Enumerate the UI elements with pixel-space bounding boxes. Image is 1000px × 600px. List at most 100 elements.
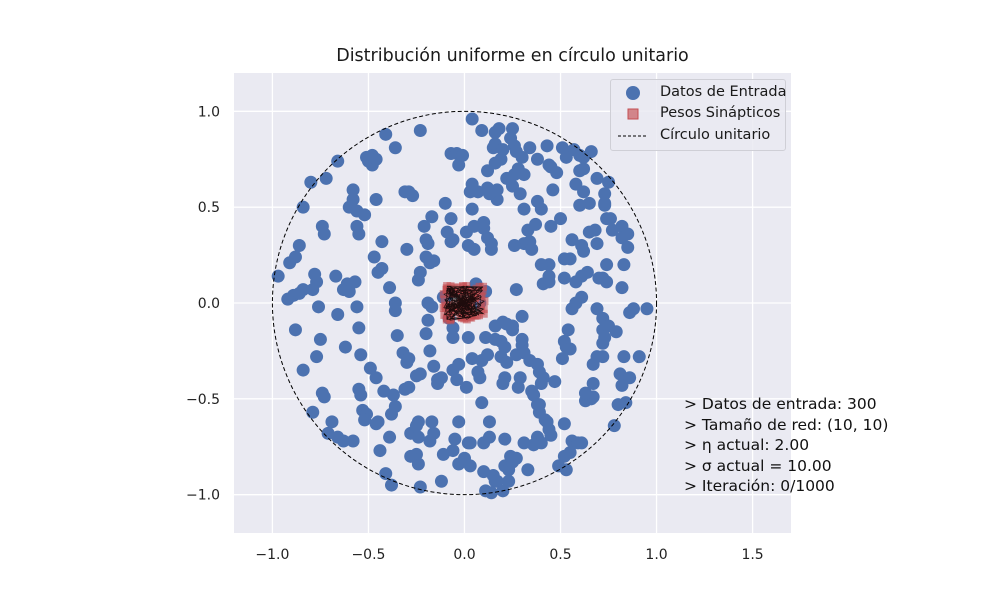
legend-label-weights: Pesos Sinápticos [660,105,781,121]
input-point [557,271,571,285]
info-input-count: > Datos de entrada: 300 [684,395,877,413]
input-point [494,152,508,166]
input-point [404,449,418,463]
input-point [479,484,493,498]
input-point [317,227,331,241]
input-point [534,258,548,272]
input-point [400,242,414,256]
input-point [577,162,591,176]
input-point [548,375,562,389]
input-point [411,430,425,444]
input-point [413,367,427,381]
tick-labels: −1.0 −0.5 0.0 0.5 1.0 1.5 1.0 0.5 0.0 −0.5 −1.0 [186,104,764,563]
input-point [640,302,654,316]
input-point [517,202,531,216]
data-points [271,112,654,500]
input-point [554,212,568,226]
input-point [590,237,604,251]
input-point [584,145,598,159]
input-point [296,200,310,214]
input-point [544,428,558,442]
input-point [379,127,393,141]
input-point [573,198,587,212]
input-point [452,415,466,429]
unit-circle-line [271,110,658,496]
input-point [402,352,416,366]
input-point [467,242,481,256]
input-point [515,150,529,164]
input-point [602,175,616,189]
input-point [523,141,537,155]
input-point [502,474,516,488]
input-point [598,187,612,201]
input-point [575,436,589,450]
input-point [438,196,452,210]
input-point [521,223,535,237]
input-point [369,193,383,206]
input-point [288,250,302,264]
input-point [473,371,487,385]
input-point [463,459,477,473]
x-tick-label: 1.0 [645,547,667,563]
input-point [598,198,612,212]
input-point [383,281,397,295]
input-point [292,286,306,300]
input-point [569,275,583,289]
input-point [498,432,512,446]
legend-label-circle: Círculo unitario [660,127,771,143]
input-point [448,432,462,446]
input-point [546,183,560,197]
input-point [346,193,360,206]
input-point [421,313,435,327]
input-point [513,187,527,201]
input-point [596,350,610,364]
input-point [552,459,566,473]
input-point [434,474,448,488]
input-point [319,171,333,185]
input-point [569,296,583,310]
x-tick-label: 0.0 [453,547,475,563]
input-point [456,148,470,162]
input-point [375,262,389,275]
input-point [406,189,420,203]
input-point [500,355,514,369]
input-point [363,361,377,375]
input-point [446,331,460,344]
input-point [490,474,504,488]
input-point [590,302,604,316]
circle-marker-icon [626,86,640,100]
x-tick-label: 1.5 [741,547,763,563]
input-point [521,463,535,477]
info-eta: > η actual: 2.00 [684,436,810,454]
input-point [325,415,339,429]
input-point [440,225,454,239]
input-point [492,122,506,136]
input-point [409,419,423,433]
input-point [459,380,473,394]
input-point [515,309,529,323]
input-point [346,183,360,197]
input-point [306,405,320,419]
input-point [313,332,327,346]
input-point [450,373,464,387]
input-point [423,434,437,448]
input-point [348,275,362,289]
input-point [388,296,402,310]
input-point [592,271,606,285]
input-point [557,417,571,431]
input-point [578,386,592,400]
input-point [312,300,326,314]
input-point [329,269,343,283]
input-point [421,237,435,251]
input-point [425,415,439,429]
input-point [555,141,569,155]
input-point [390,329,404,343]
chart-title: Distribución uniforme en círculo unitari… [336,46,689,66]
input-point [292,239,306,252]
input-point [496,377,510,390]
info-iteration: > Iteración: 0/1000 [684,477,835,495]
input-point [575,239,589,252]
input-point [530,194,544,208]
input-point [419,327,433,341]
input-point [525,384,539,398]
